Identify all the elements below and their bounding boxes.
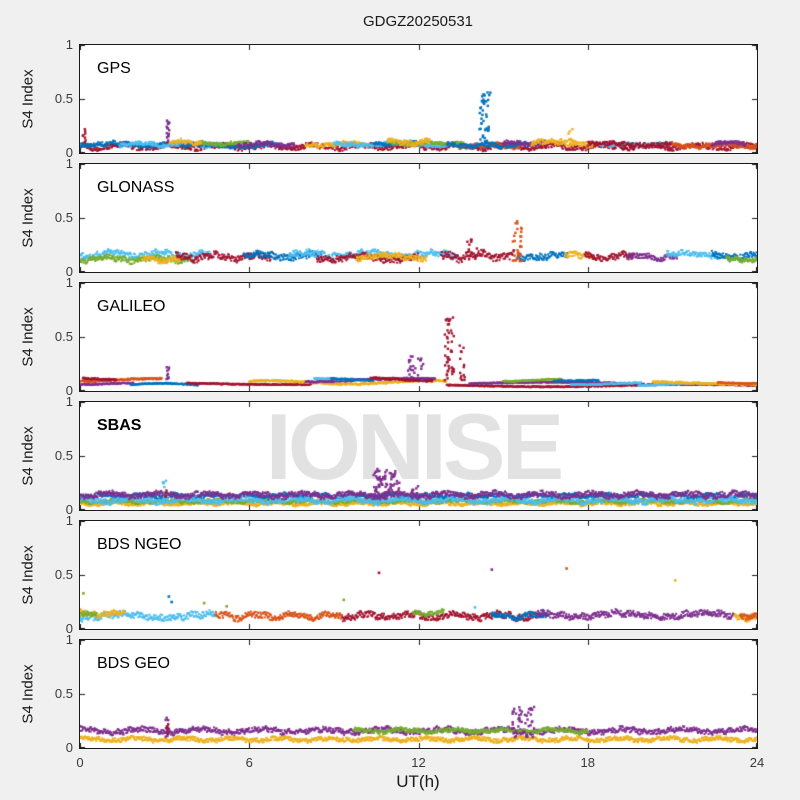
x-axis-label: UT(h) [396,772,440,791]
y-tick-label: 0.5 [54,567,73,582]
y-tick-label: 0.5 [54,210,73,225]
y-tick-label: 0 [65,502,73,517]
y-tick-label: 0 [65,621,73,636]
x-tick-label: 24 [749,755,765,770]
y-tick-label: 1 [65,37,73,52]
x-tick-label: 6 [245,755,253,770]
y-axis-label: S4 Index [19,69,37,129]
y-tick-label: 0 [65,264,73,279]
scatter-canvas [80,640,757,748]
y-axis-label: S4 Index [19,545,37,605]
x-tick-label: 12 [411,755,426,770]
y-tick-label: 0.5 [54,686,73,701]
y-tick-label: 1 [65,275,73,290]
y-tick-label: 1 [65,632,73,647]
scatter-canvas [80,521,757,629]
x-tick-label: 18 [580,755,595,770]
scatter-canvas [80,402,757,510]
y-tick-label: 0 [65,383,73,398]
scatter-canvas [80,45,757,153]
chart-title: GDGZ20250531 [362,13,474,30]
y-tick-label: 0 [65,740,73,755]
y-tick-label: 0 [65,145,73,160]
y-axis-label: S4 Index [19,188,37,248]
y-axis-label: S4 Index [19,307,37,367]
scatter-canvas [80,283,757,391]
y-tick-label: 0.5 [54,448,73,463]
y-tick-label: 1 [65,394,73,409]
y-axis-label: S4 Index [19,426,37,486]
y-axis-label: S4 Index [19,664,37,724]
y-tick-label: 0.5 [54,329,73,344]
y-tick-label: 1 [65,156,73,171]
scatter-canvas [80,164,757,272]
y-tick-label: 0.5 [54,91,73,106]
y-tick-label: 1 [65,513,73,528]
x-tick-label: 0 [76,755,84,770]
